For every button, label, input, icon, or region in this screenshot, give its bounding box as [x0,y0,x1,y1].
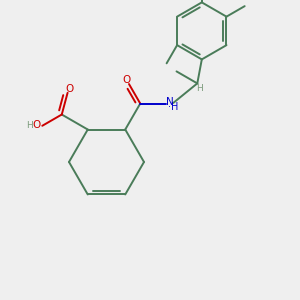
Text: O: O [33,121,41,130]
Text: O: O [122,75,131,85]
Text: H: H [26,121,33,130]
Text: H: H [196,84,203,93]
Text: O: O [65,84,73,94]
Text: N: N [166,97,173,107]
Text: ·H: ·H [168,102,179,112]
